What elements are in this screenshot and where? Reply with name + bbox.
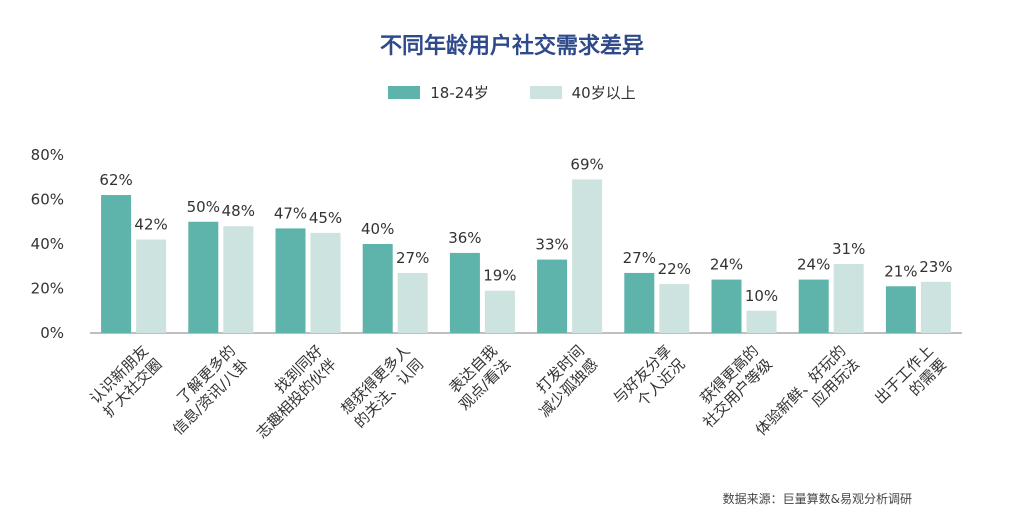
data-label-series-1: 62% xyxy=(99,171,132,189)
data-label-series-1: 50% xyxy=(187,198,220,216)
data-label-series-2: 27% xyxy=(396,249,429,267)
bar-series-1 xyxy=(275,228,306,333)
data-label-series-2: 42% xyxy=(134,216,167,234)
bar-series-2 xyxy=(484,290,515,333)
data-label-series-2: 23% xyxy=(919,258,952,276)
data-label-series-2: 45% xyxy=(309,209,342,227)
data-label-series-2: 22% xyxy=(658,260,691,278)
data-label-series-1: 21% xyxy=(884,262,917,280)
data-label-series-1: 27% xyxy=(623,249,656,267)
legend-swatch-series-1 xyxy=(388,86,421,99)
bar-series-2 xyxy=(746,310,777,333)
legend-label-series-1: 18-24岁 xyxy=(430,84,489,102)
y-tick-label: 40% xyxy=(31,235,64,253)
data-label-series-2: 10% xyxy=(745,287,778,305)
y-tick-label: 60% xyxy=(31,191,64,209)
data-label-series-2: 31% xyxy=(832,240,865,258)
data-source-note: 数据来源：巨量算数&易观分析调研 xyxy=(722,492,912,506)
y-tick-label: 80% xyxy=(31,146,64,164)
bar-series-2 xyxy=(572,179,603,333)
data-label-series-2: 69% xyxy=(570,155,603,173)
data-label-series-1: 24% xyxy=(797,256,830,274)
data-label-series-1: 40% xyxy=(361,220,394,238)
legend-item-series-2: 40岁以上 xyxy=(529,82,636,103)
y-tick-label: 0% xyxy=(40,324,64,342)
data-label-series-2: 19% xyxy=(483,267,516,285)
data-label-series-1: 36% xyxy=(448,229,481,247)
bar-series-1 xyxy=(885,286,916,333)
data-label-series-1: 24% xyxy=(710,256,743,274)
bar-series-1 xyxy=(624,272,655,333)
bar-series-1 xyxy=(101,195,132,333)
data-label-series-1: 33% xyxy=(535,236,568,254)
chart-title: 不同年龄用户社交需求差异 xyxy=(379,34,644,59)
data-label-series-1: 47% xyxy=(274,204,307,222)
bar-series-2 xyxy=(136,239,167,333)
bar-series-1 xyxy=(188,221,219,333)
bar-series-2 xyxy=(310,232,341,333)
bar-series-1 xyxy=(711,279,742,333)
legend: 18-24岁 40岁以上 xyxy=(0,82,1024,103)
bar-series-2 xyxy=(833,264,864,333)
bar-series-2 xyxy=(223,226,254,333)
bar-series-1 xyxy=(362,244,393,333)
bar-series-1 xyxy=(537,259,568,333)
bar-series-2 xyxy=(920,281,951,333)
bar-series-2 xyxy=(659,284,690,333)
bar-series-2 xyxy=(397,272,428,333)
legend-label-series-2: 40岁以上 xyxy=(571,84,636,102)
data-label-series-2: 48% xyxy=(222,202,255,220)
legend-swatch-series-2 xyxy=(529,86,562,99)
bar-series-1 xyxy=(798,279,829,333)
bar-series-1 xyxy=(449,252,480,333)
legend-item-series-1: 18-24岁 xyxy=(388,82,489,103)
y-tick-label: 20% xyxy=(31,280,64,298)
